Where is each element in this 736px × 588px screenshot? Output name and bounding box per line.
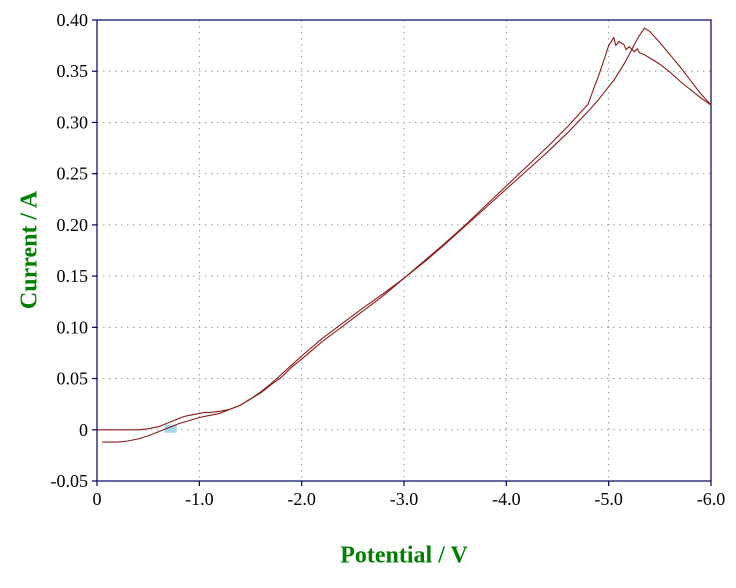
trace-reverse-sweep xyxy=(102,36,712,443)
y-axis-title: Current / A xyxy=(16,190,43,310)
y-tick-label: 0.25 xyxy=(57,164,89,184)
y-tick-label: 0.40 xyxy=(57,10,89,30)
y-tick-label: 0 xyxy=(79,420,88,440)
x-tick-label: -2.0 xyxy=(287,489,316,509)
y-tick-label: 0.05 xyxy=(57,369,89,389)
x-tick-label: -5.0 xyxy=(594,489,623,509)
y-tick-label: 0.35 xyxy=(57,61,89,81)
y-tick-label: 0.20 xyxy=(57,215,89,235)
y-tick-label: -0.05 xyxy=(51,471,89,491)
trace-forward-sweep xyxy=(97,27,712,431)
x-tick-label: -3.0 xyxy=(390,489,419,509)
y-tick-label: 0.30 xyxy=(57,112,89,132)
x-axis-title: Potential / V xyxy=(340,542,468,569)
cursor-marker xyxy=(164,424,177,433)
x-tick-label: -4.0 xyxy=(492,489,521,509)
y-tick-label: 0.15 xyxy=(57,266,89,286)
x-tick-label: 0 xyxy=(93,489,102,509)
plot-frame xyxy=(96,19,712,482)
y-tick-label: 0.10 xyxy=(57,317,89,337)
x-tick-label: -1.0 xyxy=(185,489,214,509)
x-tick-label: -6.0 xyxy=(697,489,726,509)
